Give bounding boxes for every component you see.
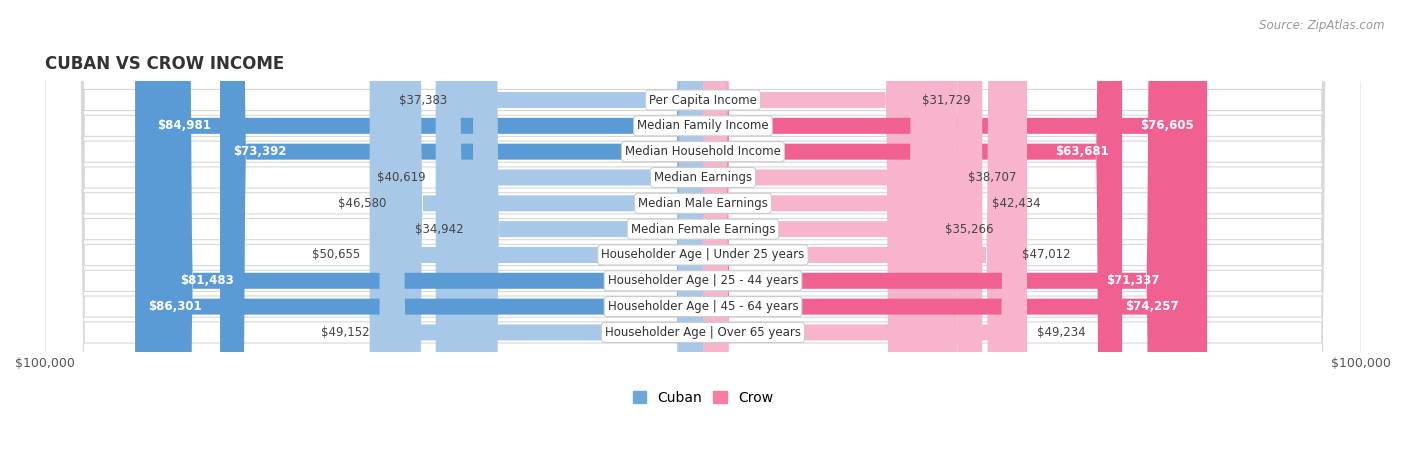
FancyBboxPatch shape <box>143 0 703 467</box>
FancyBboxPatch shape <box>380 0 703 467</box>
FancyBboxPatch shape <box>45 0 1361 467</box>
FancyBboxPatch shape <box>45 0 1361 467</box>
Text: $50,655: $50,655 <box>312 248 360 262</box>
Text: $46,580: $46,580 <box>339 197 387 210</box>
Text: CUBAN VS CROW INCOME: CUBAN VS CROW INCOME <box>45 55 284 73</box>
FancyBboxPatch shape <box>703 0 935 467</box>
Text: $38,707: $38,707 <box>967 171 1017 184</box>
FancyBboxPatch shape <box>703 0 1012 467</box>
FancyBboxPatch shape <box>45 0 1361 467</box>
Text: $49,234: $49,234 <box>1036 326 1085 339</box>
FancyBboxPatch shape <box>703 0 1208 467</box>
Text: $73,392: $73,392 <box>233 145 287 158</box>
FancyBboxPatch shape <box>370 0 703 467</box>
FancyBboxPatch shape <box>472 0 703 467</box>
FancyBboxPatch shape <box>45 0 1361 467</box>
FancyBboxPatch shape <box>135 0 703 467</box>
FancyBboxPatch shape <box>219 0 703 467</box>
Text: $84,981: $84,981 <box>157 120 211 132</box>
Text: $76,605: $76,605 <box>1140 120 1194 132</box>
Legend: Cuban, Crow: Cuban, Crow <box>633 390 773 404</box>
Text: Median Male Earnings: Median Male Earnings <box>638 197 768 210</box>
FancyBboxPatch shape <box>396 0 703 467</box>
Text: $42,434: $42,434 <box>993 197 1040 210</box>
Text: Householder Age | 25 - 44 years: Householder Age | 25 - 44 years <box>607 274 799 287</box>
Text: $31,729: $31,729 <box>922 93 970 106</box>
FancyBboxPatch shape <box>436 0 703 467</box>
Text: $35,266: $35,266 <box>945 223 994 236</box>
Text: Householder Age | Over 65 years: Householder Age | Over 65 years <box>605 326 801 339</box>
FancyBboxPatch shape <box>703 0 983 467</box>
FancyBboxPatch shape <box>45 0 1361 467</box>
Text: Householder Age | 45 - 64 years: Householder Age | 45 - 64 years <box>607 300 799 313</box>
FancyBboxPatch shape <box>167 0 703 467</box>
Text: $71,337: $71,337 <box>1107 274 1160 287</box>
Text: $34,942: $34,942 <box>415 223 463 236</box>
FancyBboxPatch shape <box>457 0 703 467</box>
FancyBboxPatch shape <box>703 0 1026 467</box>
Text: Median Household Income: Median Household Income <box>626 145 780 158</box>
Text: Source: ZipAtlas.com: Source: ZipAtlas.com <box>1260 19 1385 32</box>
Text: Per Capita Income: Per Capita Income <box>650 93 756 106</box>
FancyBboxPatch shape <box>703 0 1122 467</box>
FancyBboxPatch shape <box>45 0 1361 467</box>
FancyBboxPatch shape <box>703 0 1173 467</box>
FancyBboxPatch shape <box>45 0 1361 467</box>
Text: Median Female Earnings: Median Female Earnings <box>631 223 775 236</box>
FancyBboxPatch shape <box>703 0 1192 467</box>
Text: Householder Age | Under 25 years: Householder Age | Under 25 years <box>602 248 804 262</box>
Text: $81,483: $81,483 <box>180 274 233 287</box>
Text: $63,681: $63,681 <box>1054 145 1109 158</box>
Text: $49,152: $49,152 <box>321 326 370 339</box>
Text: $40,619: $40,619 <box>377 171 426 184</box>
Text: $86,301: $86,301 <box>148 300 202 313</box>
FancyBboxPatch shape <box>45 0 1361 467</box>
Text: $37,383: $37,383 <box>399 93 447 106</box>
Text: $74,257: $74,257 <box>1125 300 1178 313</box>
Text: Median Family Income: Median Family Income <box>637 120 769 132</box>
FancyBboxPatch shape <box>703 0 957 467</box>
Text: $47,012: $47,012 <box>1022 248 1071 262</box>
Text: Median Earnings: Median Earnings <box>654 171 752 184</box>
FancyBboxPatch shape <box>703 0 912 467</box>
FancyBboxPatch shape <box>45 0 1361 467</box>
FancyBboxPatch shape <box>45 0 1361 467</box>
